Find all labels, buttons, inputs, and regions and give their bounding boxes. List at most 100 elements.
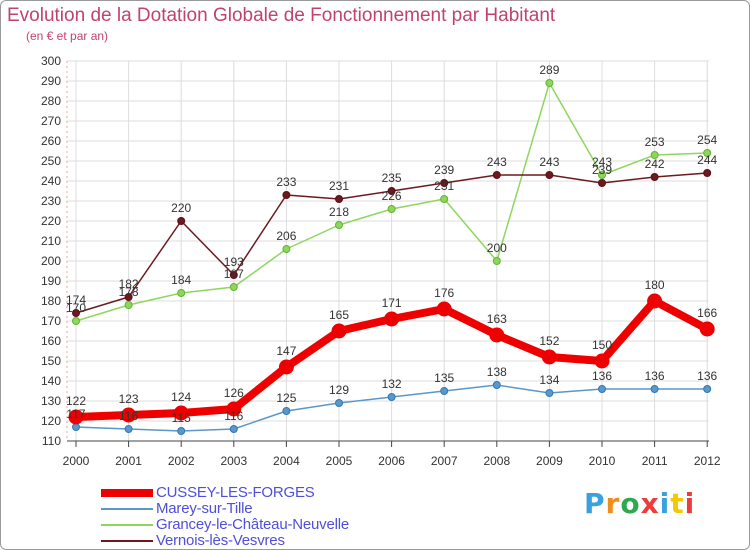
data-label: 253 bbox=[645, 135, 665, 149]
data-label: 235 bbox=[382, 171, 402, 185]
data-label: 231 bbox=[329, 179, 349, 193]
data-point bbox=[72, 309, 80, 317]
data-point bbox=[387, 393, 396, 401]
legend-swatch bbox=[101, 540, 153, 542]
data-label: 136 bbox=[697, 369, 717, 383]
data-point bbox=[650, 385, 659, 393]
data-label: 123 bbox=[119, 392, 139, 406]
data-label: 163 bbox=[487, 312, 507, 326]
data-point bbox=[282, 245, 291, 253]
data-point bbox=[335, 195, 343, 203]
data-point bbox=[335, 221, 343, 229]
data-label: 242 bbox=[645, 157, 665, 171]
data-point bbox=[72, 317, 80, 325]
data-label: 132 bbox=[382, 377, 402, 391]
data-point bbox=[440, 387, 449, 395]
y-tick-label: 240 bbox=[41, 174, 61, 188]
data-point bbox=[177, 427, 186, 435]
data-point bbox=[121, 407, 137, 423]
x-tick-label: 2002 bbox=[168, 454, 195, 468]
y-tick-label: 160 bbox=[41, 334, 61, 348]
data-point bbox=[173, 405, 189, 421]
logo-letter: r bbox=[605, 487, 621, 520]
data-label: 135 bbox=[434, 371, 454, 385]
data-point bbox=[492, 171, 501, 179]
data-point bbox=[384, 311, 400, 327]
logo-letter: i bbox=[659, 487, 671, 520]
data-label: 117 bbox=[66, 407, 85, 421]
data-label: 226 bbox=[382, 189, 402, 203]
data-point bbox=[598, 171, 606, 179]
data-label: 129 bbox=[329, 383, 349, 397]
data-label: 182 bbox=[119, 277, 139, 291]
data-label: 254 bbox=[697, 133, 717, 147]
data-label: 171 bbox=[382, 296, 402, 310]
x-tick-label: 2006 bbox=[378, 454, 405, 468]
y-tick-label: 190 bbox=[41, 274, 61, 288]
legend-label: Marey-sur-Tille bbox=[156, 500, 253, 517]
data-label: 126 bbox=[224, 386, 244, 400]
data-point bbox=[541, 349, 557, 365]
data-point bbox=[124, 293, 133, 301]
data-point bbox=[440, 195, 449, 203]
legend-swatch bbox=[101, 508, 153, 510]
data-label: 166 bbox=[697, 306, 717, 320]
legend-swatch bbox=[101, 524, 153, 526]
y-tick-label: 150 bbox=[41, 354, 61, 368]
data-label: 231 bbox=[434, 179, 454, 193]
data-point bbox=[703, 149, 712, 157]
data-label: 165 bbox=[329, 308, 349, 322]
data-label: 150 bbox=[592, 338, 612, 352]
x-tick-label: 2009 bbox=[536, 454, 563, 468]
data-point bbox=[647, 293, 663, 309]
y-tick-label: 260 bbox=[41, 134, 61, 148]
y-tick-label: 290 bbox=[41, 74, 61, 88]
data-label: 116 bbox=[224, 409, 243, 423]
data-point bbox=[703, 385, 712, 393]
x-tick-label: 2000 bbox=[63, 454, 90, 468]
data-point bbox=[226, 401, 242, 417]
chart-title: Evolution de la Dotation Globale de Fonc… bbox=[7, 5, 556, 26]
data-point bbox=[598, 179, 606, 187]
data-label: 180 bbox=[645, 278, 665, 292]
data-label: 136 bbox=[645, 369, 665, 383]
logo-letter: t bbox=[670, 487, 685, 520]
x-tick-label: 2004 bbox=[273, 454, 300, 468]
data-point bbox=[545, 79, 554, 87]
data-point bbox=[489, 327, 505, 343]
x-tick-label: 2005 bbox=[326, 454, 353, 468]
data-point bbox=[177, 217, 186, 225]
data-point bbox=[545, 171, 554, 179]
data-point bbox=[282, 407, 291, 415]
data-point bbox=[229, 283, 238, 291]
data-point bbox=[703, 169, 712, 177]
data-label: 244 bbox=[697, 153, 717, 167]
data-point bbox=[229, 271, 238, 279]
legend-swatch bbox=[101, 489, 153, 497]
y-tick-label: 170 bbox=[41, 314, 61, 328]
x-tick-label: 2012 bbox=[694, 454, 721, 468]
logo-letter: x bbox=[640, 487, 660, 520]
data-label: 239 bbox=[434, 163, 454, 177]
data-point bbox=[177, 289, 186, 297]
data-label: 218 bbox=[329, 205, 349, 219]
data-label: 122 bbox=[66, 394, 86, 408]
data-label: 193 bbox=[224, 255, 244, 269]
data-label: 134 bbox=[539, 373, 559, 387]
data-point bbox=[124, 425, 133, 433]
data-point bbox=[492, 381, 501, 389]
y-tick-label: 180 bbox=[41, 294, 61, 308]
data-label: 147 bbox=[276, 344, 296, 358]
x-tick-label: 2001 bbox=[115, 454, 142, 468]
data-point bbox=[598, 385, 606, 393]
data-label: 174 bbox=[66, 293, 86, 307]
y-tick-label: 140 bbox=[41, 374, 61, 388]
data-point bbox=[68, 409, 84, 425]
data-point bbox=[124, 301, 133, 309]
legend-label: CUSSEY-LES-FORGES bbox=[156, 484, 315, 501]
y-tick-label: 270 bbox=[41, 114, 61, 128]
data-point bbox=[436, 301, 452, 317]
logo-letter: P bbox=[584, 487, 606, 520]
data-point bbox=[594, 353, 610, 369]
